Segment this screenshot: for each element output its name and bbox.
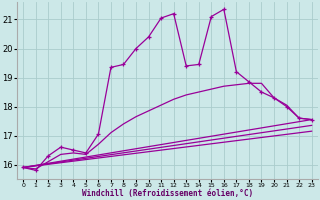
X-axis label: Windchill (Refroidissement éolien,°C): Windchill (Refroidissement éolien,°C)	[82, 189, 253, 198]
